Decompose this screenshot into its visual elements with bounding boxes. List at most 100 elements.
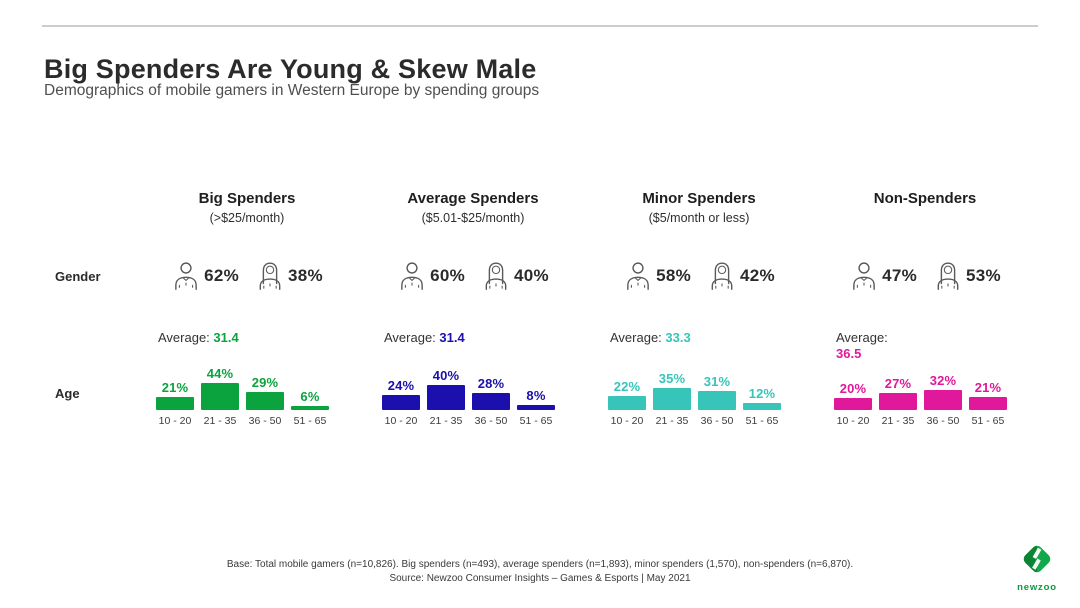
age-category-label: 51 - 65 xyxy=(519,415,553,427)
bar-value-label: 35% xyxy=(658,371,686,386)
age-category-label: 21 - 35 xyxy=(881,415,915,427)
bar xyxy=(879,393,917,410)
male-percentage: 62% xyxy=(204,266,239,285)
bar xyxy=(382,395,420,410)
female-share: 42% xyxy=(707,260,775,292)
bars: 20% 27% 32% 21% xyxy=(834,364,1016,410)
male-percentage: 58% xyxy=(656,266,691,285)
bar-value-label: 6% xyxy=(300,389,320,404)
newzoo-logo: newzoo xyxy=(1010,540,1064,593)
bar-value-label: 29% xyxy=(251,375,279,390)
bar-value-label: 32% xyxy=(929,373,957,388)
group-range xyxy=(812,211,1038,226)
age-bar-group-4: 8% xyxy=(517,388,555,410)
male-share: 47% xyxy=(849,260,917,292)
bar xyxy=(472,393,510,410)
column-header-non-spenders: Non-Spenders xyxy=(812,190,1038,226)
age-category-label: 51 - 65 xyxy=(971,415,1005,427)
average-age: Average: 36.5 xyxy=(834,330,1016,364)
age-bar-group-2: 27% xyxy=(879,376,917,410)
bar xyxy=(291,406,329,410)
bar-value-label: 31% xyxy=(703,374,731,389)
age-cell-average-spenders: Average: 31.4 24% 40% 28% 8% 10 - 20 21 - 35… xyxy=(360,330,586,427)
group-name: Minor Spenders xyxy=(642,190,756,207)
female-percentage: 38% xyxy=(288,266,323,285)
column-header-big-spenders: Big Spenders (>$25/month) xyxy=(134,190,360,226)
average-value: 31.4 xyxy=(213,330,239,345)
female-icon xyxy=(255,260,285,292)
age-category-label: 10 - 20 xyxy=(158,415,192,427)
age-row: Age Average: 31.4 21% 44% 29% 6% 10 - 20 21 … xyxy=(42,330,1038,427)
gender-row: Gender 62% 38% 60% xyxy=(42,252,1038,300)
bar xyxy=(924,390,962,410)
female-icon xyxy=(933,260,963,292)
group-name: Average Spenders xyxy=(407,190,539,207)
age-categories: 10 - 20 21 - 35 36 - 50 51 - 65 xyxy=(382,415,564,427)
age-categories: 10 - 20 21 - 35 36 - 50 51 - 65 xyxy=(834,415,1016,427)
male-percentage: 60% xyxy=(430,266,465,285)
female-share: 38% xyxy=(255,260,323,292)
age-cell-non-spenders: Average: 36.5 20% 27% 32% 21% 10 - 20 21 - 3… xyxy=(812,330,1038,427)
group-name: Non-Spenders xyxy=(873,190,977,207)
top-divider-line xyxy=(42,25,1038,27)
age-bar-group-1: 22% xyxy=(608,379,646,410)
bar xyxy=(156,397,194,410)
age-category-label: 10 - 20 xyxy=(384,415,418,427)
newzoo-wordmark: newzoo xyxy=(1017,582,1057,593)
age-chart-average-spenders: Average: 31.4 24% 40% 28% 8% 10 - 20 21 - 35… xyxy=(382,330,564,427)
age-bar-group-1: 20% xyxy=(834,381,872,410)
age-bar-group-1: 21% xyxy=(156,380,194,410)
age-bar-group-3: 28% xyxy=(472,376,510,410)
male-share: 60% xyxy=(397,260,465,292)
bar-value-label: 28% xyxy=(477,376,505,391)
age-categories: 10 - 20 21 - 35 36 - 50 51 - 65 xyxy=(608,415,790,427)
average-label: Average: xyxy=(158,330,210,345)
gender-cell-average-spenders: 60% 40% xyxy=(360,260,586,292)
age-category-label: 36 - 50 xyxy=(474,415,508,427)
female-icon xyxy=(481,260,511,292)
bar-value-label: 22% xyxy=(613,379,641,394)
bar xyxy=(743,403,781,410)
header-spacer xyxy=(42,190,134,226)
bar-value-label: 20% xyxy=(839,381,867,396)
gender-cell-big-spenders: 62% 38% xyxy=(134,260,360,292)
female-share: 53% xyxy=(933,260,1001,292)
bar xyxy=(834,398,872,410)
age-cell-big-spenders: Average: 31.4 21% 44% 29% 6% 10 - 20 21 - 35… xyxy=(134,330,360,427)
average-label: Average: xyxy=(610,330,662,345)
age-category-label: 10 - 20 xyxy=(836,415,870,427)
age-bar-group-4: 21% xyxy=(969,380,1007,410)
age-bar-group-4: 12% xyxy=(743,386,781,410)
footer: Base: Total mobile gamers (n=10,826). Bi… xyxy=(0,558,1080,586)
bar xyxy=(427,385,465,410)
bars: 21% 44% 29% 6% xyxy=(156,364,338,410)
footer-base-note: Base: Total mobile gamers (n=10,826). Bi… xyxy=(226,559,854,570)
average-value: 31.4 xyxy=(439,330,465,345)
male-share: 62% xyxy=(171,260,239,292)
page-subtitle: Demographics of mobile gamers in Western… xyxy=(44,82,540,99)
female-percentage: 53% xyxy=(966,266,1001,285)
age-row-label: Age xyxy=(55,386,80,401)
gender-cell-minor-spenders: 58% 42% xyxy=(586,260,812,292)
age-category-label: 51 - 65 xyxy=(745,415,779,427)
group-name: Big Spenders xyxy=(198,190,296,207)
age-bar-group-1: 24% xyxy=(382,378,420,410)
bars: 22% 35% 31% 12% xyxy=(608,364,790,410)
average-label: Average: xyxy=(384,330,436,345)
bar-value-label: 44% xyxy=(206,366,234,381)
age-cell-minor-spenders: Average: 33.3 22% 35% 31% 12% 10 - 20 21 - 3… xyxy=(586,330,812,427)
bar xyxy=(698,391,736,410)
average-label: Average: xyxy=(836,330,888,345)
male-icon xyxy=(171,260,201,292)
bar-value-label: 24% xyxy=(387,378,415,393)
age-chart-non-spenders: Average: 36.5 20% 27% 32% 21% 10 - 20 21 - 3… xyxy=(834,330,1016,427)
bar-value-label: 21% xyxy=(161,380,189,395)
age-bar-group-2: 44% xyxy=(201,366,239,410)
footer-source-note: Source: Newzoo Consumer Insights – Games… xyxy=(389,573,691,584)
gender-cell-non-spenders: 47% 53% xyxy=(812,260,1038,292)
male-share: 58% xyxy=(623,260,691,292)
average-value: 33.3 xyxy=(665,330,691,345)
female-icon xyxy=(707,260,737,292)
age-category-label: 21 - 35 xyxy=(203,415,237,427)
